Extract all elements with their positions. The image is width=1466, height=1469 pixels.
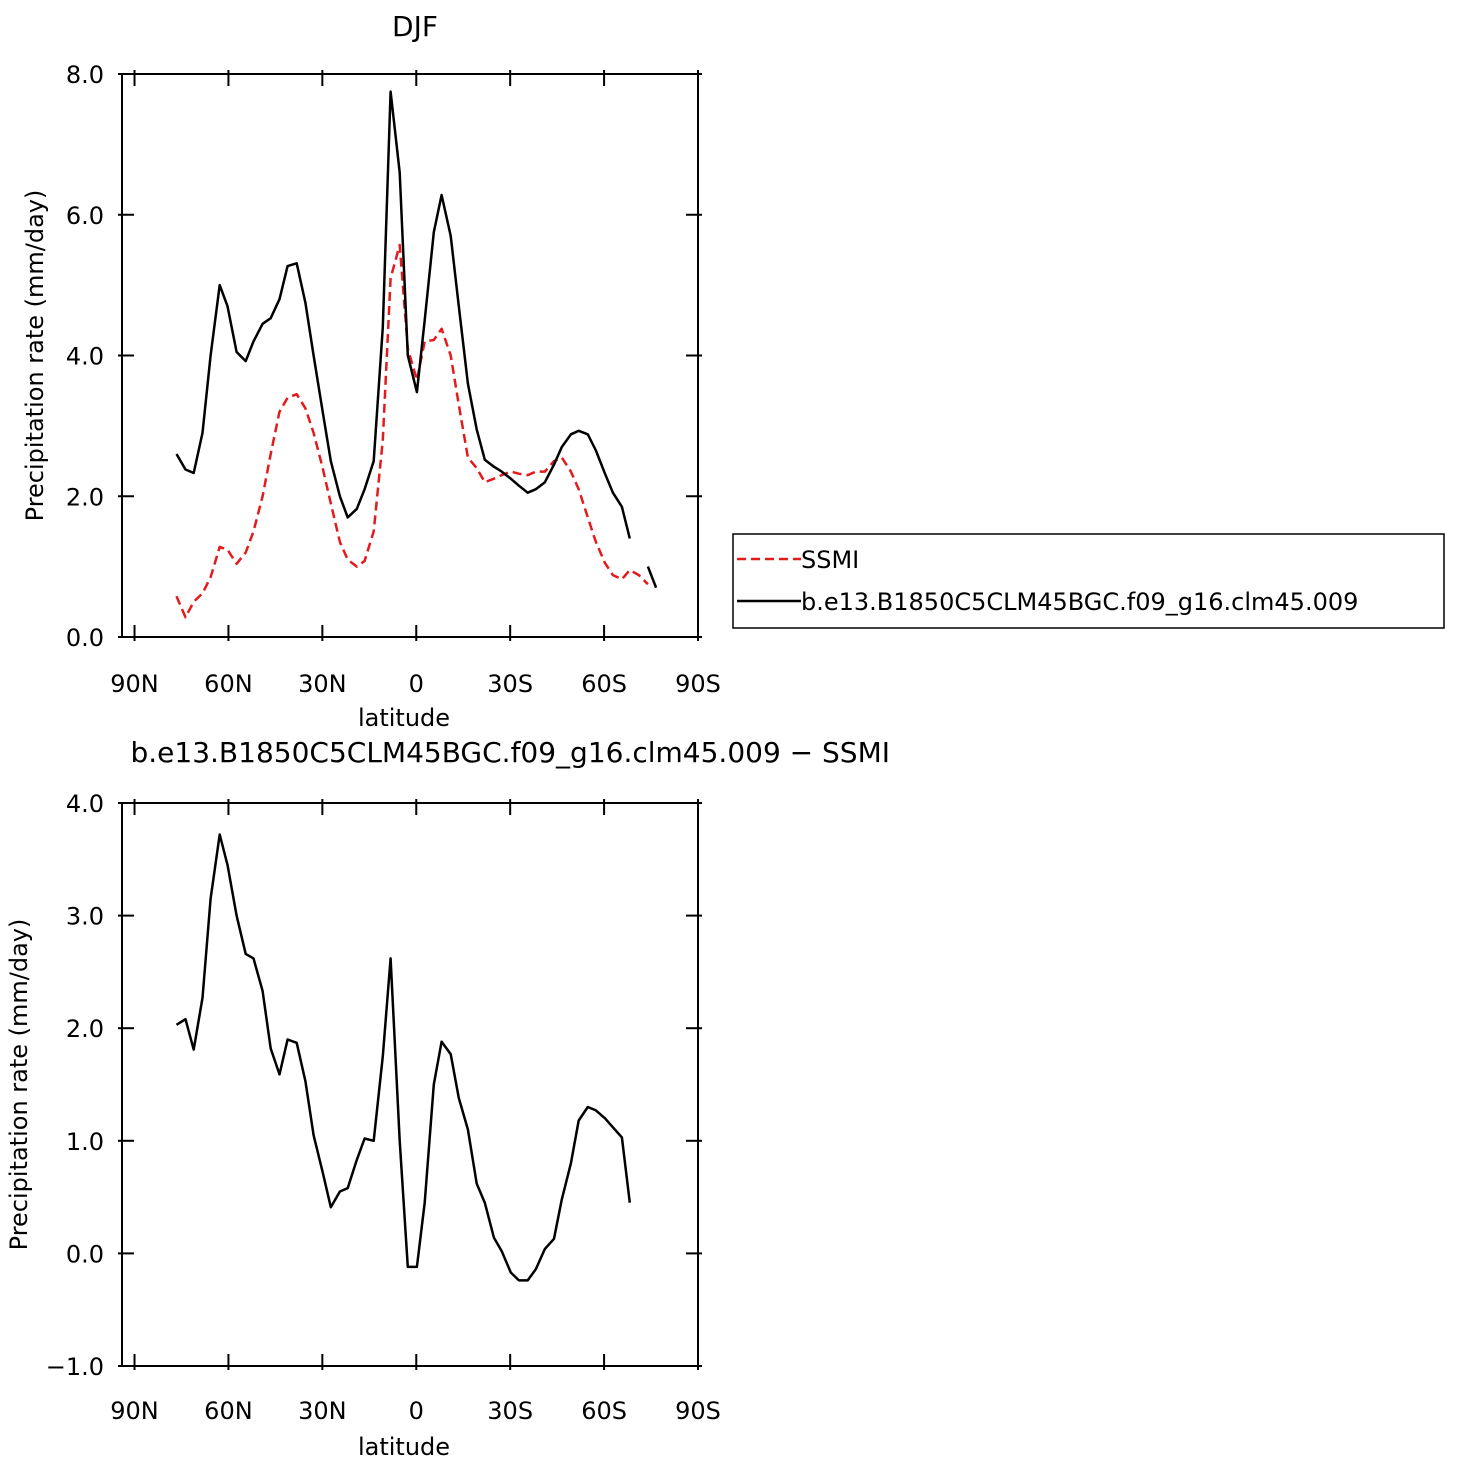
x-tick-label: 60S — [581, 670, 627, 698]
x-tick-label: 90S — [675, 1397, 721, 1425]
series-line — [175, 90, 658, 589]
x-axis-label: latitude — [358, 1433, 450, 1461]
y-tick-label: 0.0 — [66, 624, 104, 652]
y-tick-label: 8.0 — [66, 61, 104, 89]
chart-title: b.e13.B1850C5CLM45BGC.f09_g16.clm45.009 … — [131, 736, 891, 769]
y-tick-label: 2.0 — [66, 1015, 104, 1043]
legend-label: SSMI — [801, 546, 859, 574]
y-tick-label: 0.0 — [66, 1240, 104, 1268]
x-tick-label: 60S — [581, 1397, 627, 1425]
x-tick-label: 60N — [204, 670, 253, 698]
x-tick-label: 90N — [110, 670, 159, 698]
chart-title: DJF — [392, 10, 438, 43]
x-tick-label: 30S — [487, 1397, 533, 1425]
plot-frame — [121, 802, 699, 1367]
legend-label: b.e13.B1850C5CLM45BGC.f09_g16.clm45.009 — [801, 588, 1358, 616]
y-axis-label: Precipitation rate (mm/day) — [5, 919, 33, 1251]
series-line — [175, 243, 649, 619]
series-line — [175, 833, 632, 1282]
x-axis-label: latitude — [358, 704, 450, 732]
x-tick-label: 0 — [409, 1397, 424, 1425]
y-tick-label: −1.0 — [46, 1353, 104, 1381]
x-tick-label: 30N — [298, 670, 347, 698]
x-tick-label: 30N — [298, 1397, 347, 1425]
x-tick-label: 90N — [110, 1397, 159, 1425]
y-tick-label: 3.0 — [66, 903, 104, 931]
x-tick-label: 60N — [204, 1397, 253, 1425]
y-tick-label: 4.0 — [66, 790, 104, 818]
y-tick-label: 4.0 — [66, 343, 104, 371]
y-tick-label: 1.0 — [66, 1128, 104, 1156]
x-tick-label: 30S — [487, 670, 533, 698]
x-tick-label: 0 — [409, 670, 424, 698]
y-tick-label: 6.0 — [66, 202, 104, 230]
x-tick-label: 90S — [675, 670, 721, 698]
legend-box — [732, 533, 1445, 629]
y-tick-label: 2.0 — [66, 483, 104, 511]
y-axis-label: Precipitation rate (mm/day) — [21, 190, 49, 522]
